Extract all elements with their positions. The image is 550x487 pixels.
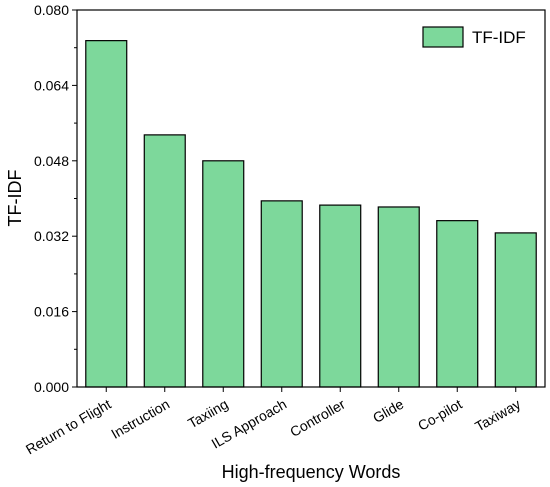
x-tick-label: Taxiway [472, 396, 523, 435]
x-tick-label: Return to Flight [23, 396, 114, 458]
x-tick-label: Taxiing [185, 396, 231, 432]
bar-7 [436, 220, 479, 388]
bar-6 [377, 206, 420, 388]
bar-8 [494, 232, 537, 388]
y-axis-title: TF-IDF [5, 170, 25, 227]
bar-2 [143, 134, 186, 388]
y-tick-label: 0.080 [34, 2, 69, 18]
y-tick-label: 0.000 [34, 379, 69, 395]
y-tick-label: 0.064 [34, 77, 69, 93]
x-tick-label: Controller [287, 396, 348, 440]
bar-1 [85, 40, 128, 388]
bar-3 [202, 160, 245, 388]
bar-4 [260, 200, 303, 388]
bar-5 [319, 204, 362, 388]
y-tick-label: 0.048 [34, 153, 69, 169]
legend-label: TF-IDF [472, 28, 526, 47]
x-tick-label: Co-pilot [415, 396, 465, 434]
x-tick-label: Glide [370, 396, 406, 426]
y-tick-label: 0.032 [34, 228, 69, 244]
legend-swatch [422, 26, 464, 48]
bars-layer [85, 40, 537, 388]
y-tick-label: 0.016 [34, 304, 69, 320]
legend: TF-IDF [422, 26, 526, 48]
x-tick-label: Instruction [108, 396, 172, 442]
x-axis-title: High-frequency Words [222, 462, 401, 482]
